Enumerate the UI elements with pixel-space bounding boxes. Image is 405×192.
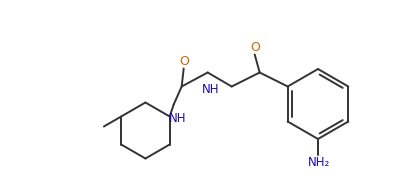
Text: O: O <box>178 55 188 68</box>
Text: NH: NH <box>168 113 186 126</box>
Text: NH₂: NH₂ <box>307 156 329 169</box>
Text: NH: NH <box>201 83 219 95</box>
Text: O: O <box>249 41 259 54</box>
